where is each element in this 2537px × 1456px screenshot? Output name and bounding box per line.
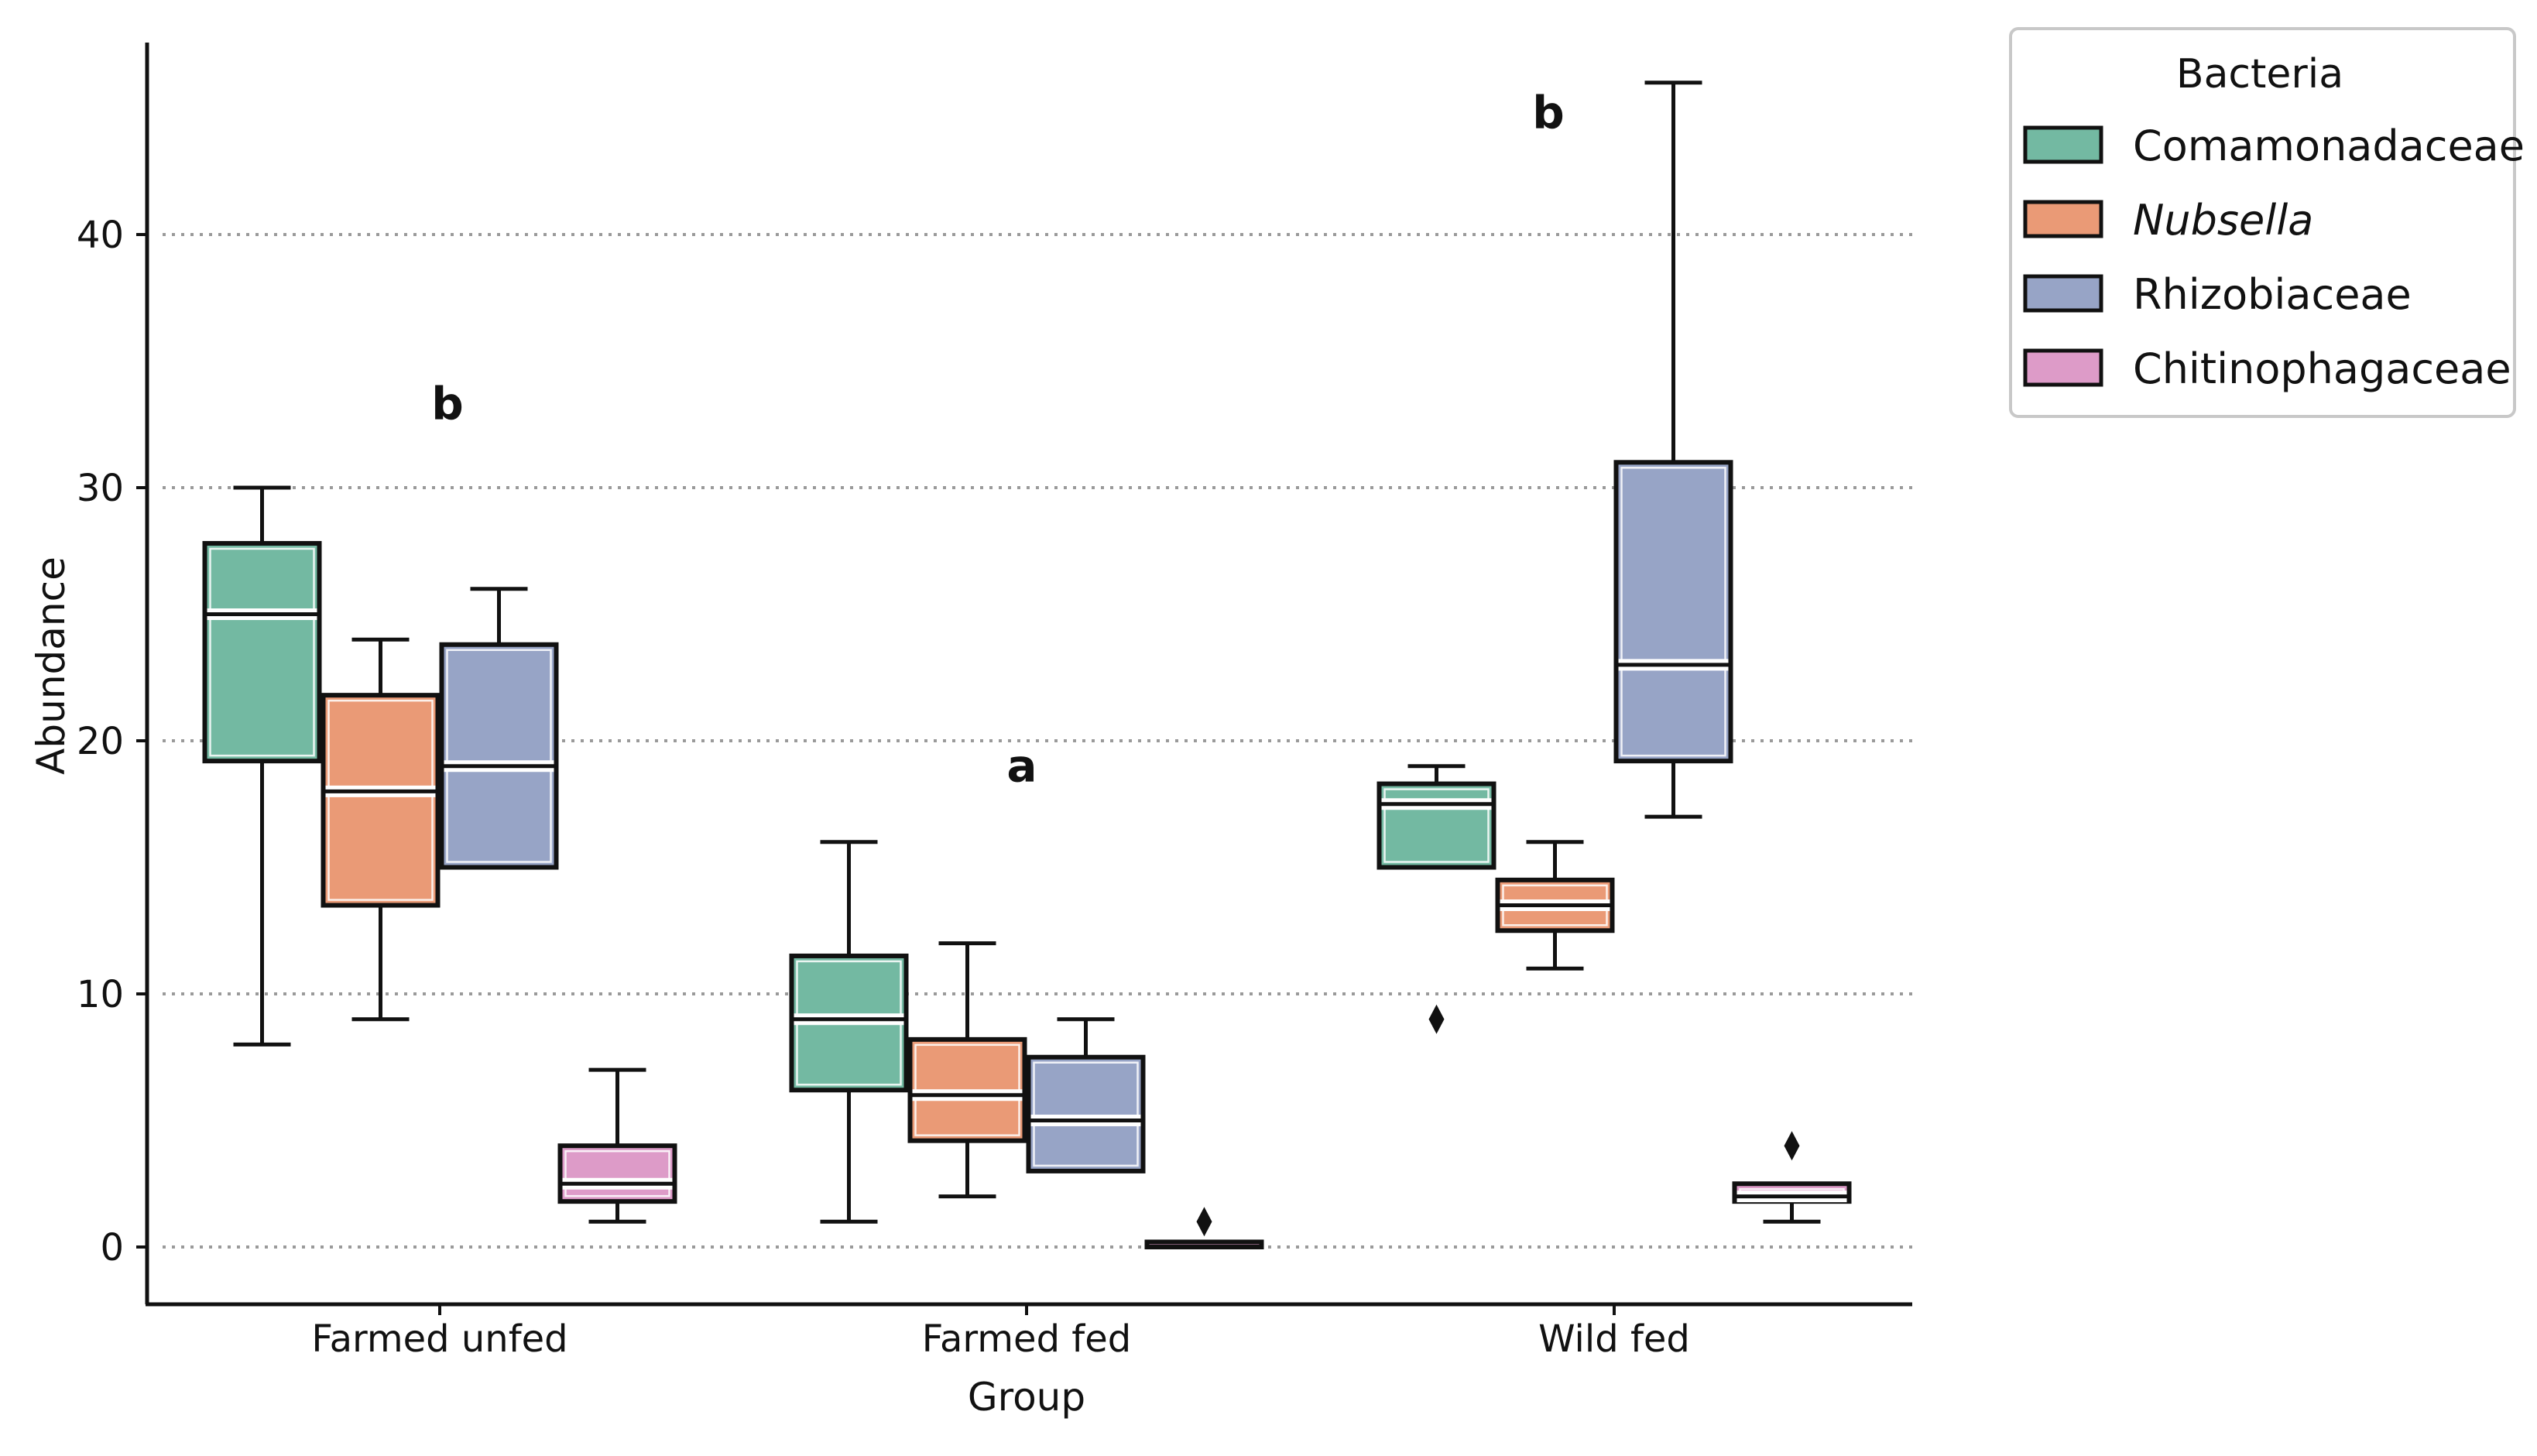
x-tick-label: Farmed unfed bbox=[311, 1317, 567, 1361]
box-inner-highlight bbox=[446, 649, 552, 863]
legend-swatch bbox=[2023, 200, 2103, 238]
legend-item-comamonadaceae: Comamonadaceae bbox=[2023, 122, 2525, 170]
box-inner-highlight bbox=[1033, 1061, 1139, 1167]
significance-label: b bbox=[431, 378, 464, 430]
outlier-point bbox=[1784, 1131, 1800, 1161]
axes bbox=[136, 43, 1912, 1315]
outlier-point bbox=[1196, 1207, 1212, 1237]
box-inner-highlight bbox=[1620, 467, 1726, 757]
legend-title: Bacteria bbox=[2176, 51, 2343, 98]
boxes bbox=[202, 81, 1852, 1249]
x-tick-label: Farmed fed bbox=[922, 1317, 1131, 1361]
legend-label: Comamonadaceae bbox=[2133, 122, 2525, 170]
legend-item-nubsella: Nubsella bbox=[2023, 196, 2313, 245]
y-axis-title: Abundance bbox=[29, 557, 74, 775]
legend-items: Comamonadaceae Nubsella Rhizobiaceae Chitin… bbox=[2023, 122, 2525, 393]
box bbox=[557, 1143, 677, 1204]
labels: Abundance Group 0 10 20 30 40 Farmed unfed Far… bbox=[29, 87, 1690, 1420]
y-tick-label: 0 bbox=[100, 1226, 124, 1269]
significance-label: b bbox=[1532, 87, 1565, 139]
box-chitinophagaceae-2 bbox=[1144, 1207, 1264, 1249]
box bbox=[321, 693, 441, 908]
box-inner-highlight bbox=[1383, 788, 1490, 863]
box-comamonadaceae-2 bbox=[789, 840, 909, 1224]
y-tick-label: 20 bbox=[77, 720, 124, 763]
x-axis-title: Group bbox=[968, 1375, 1085, 1420]
box-chitinophagaceae-3 bbox=[1732, 1131, 1852, 1224]
legend-swatch bbox=[2023, 274, 2103, 313]
box bbox=[1144, 1239, 1264, 1249]
box bbox=[1376, 781, 1496, 870]
box-inner-highlight bbox=[209, 547, 315, 757]
y-tick-label: 10 bbox=[77, 973, 124, 1016]
legend-frame bbox=[2009, 27, 2516, 418]
box-nubsella-1 bbox=[321, 637, 441, 1022]
box bbox=[439, 642, 559, 870]
box-comamonadaceae-1 bbox=[202, 485, 322, 1047]
box-rhizobiaceae-2 bbox=[1026, 1017, 1146, 1173]
x-tick-label: Wild fed bbox=[1538, 1317, 1690, 1361]
y-tick-label: 40 bbox=[77, 214, 124, 257]
gridlines bbox=[163, 233, 1912, 1249]
box-nubsella-2 bbox=[907, 941, 1027, 1199]
box-nubsella-3 bbox=[1495, 840, 1615, 971]
box-comamonadaceae-3 bbox=[1376, 764, 1496, 1034]
box-rhizobiaceae-3 bbox=[1613, 81, 1733, 819]
box-inner-highlight bbox=[327, 699, 434, 901]
legend-label: Rhizobiaceae bbox=[2133, 270, 2412, 319]
outlier-point bbox=[1428, 1004, 1445, 1034]
box-rhizobiaceae-1 bbox=[439, 587, 559, 870]
legend: Bacteria Comamonadaceae Nubsella Rhizobiac… bbox=[2009, 27, 2525, 418]
box bbox=[202, 540, 322, 764]
legend-item-chitinophagaceae: Chitinophagaceae bbox=[2023, 344, 2511, 393]
legend-item-rhizobiaceae: Rhizobiaceae bbox=[2023, 270, 2412, 319]
legend-swatch bbox=[2023, 348, 2103, 387]
significance-label: a bbox=[1006, 739, 1037, 792]
legend-label: Chitinophagaceae bbox=[2133, 344, 2511, 393]
y-tick-label: 30 bbox=[77, 467, 124, 510]
box bbox=[1026, 1054, 1146, 1173]
legend-label: Nubsella bbox=[2133, 196, 2313, 245]
box-chitinophagaceae-1 bbox=[557, 1067, 677, 1224]
box bbox=[1613, 460, 1733, 764]
box-inner-highlight bbox=[564, 1149, 670, 1197]
legend-swatch bbox=[2023, 125, 2103, 164]
